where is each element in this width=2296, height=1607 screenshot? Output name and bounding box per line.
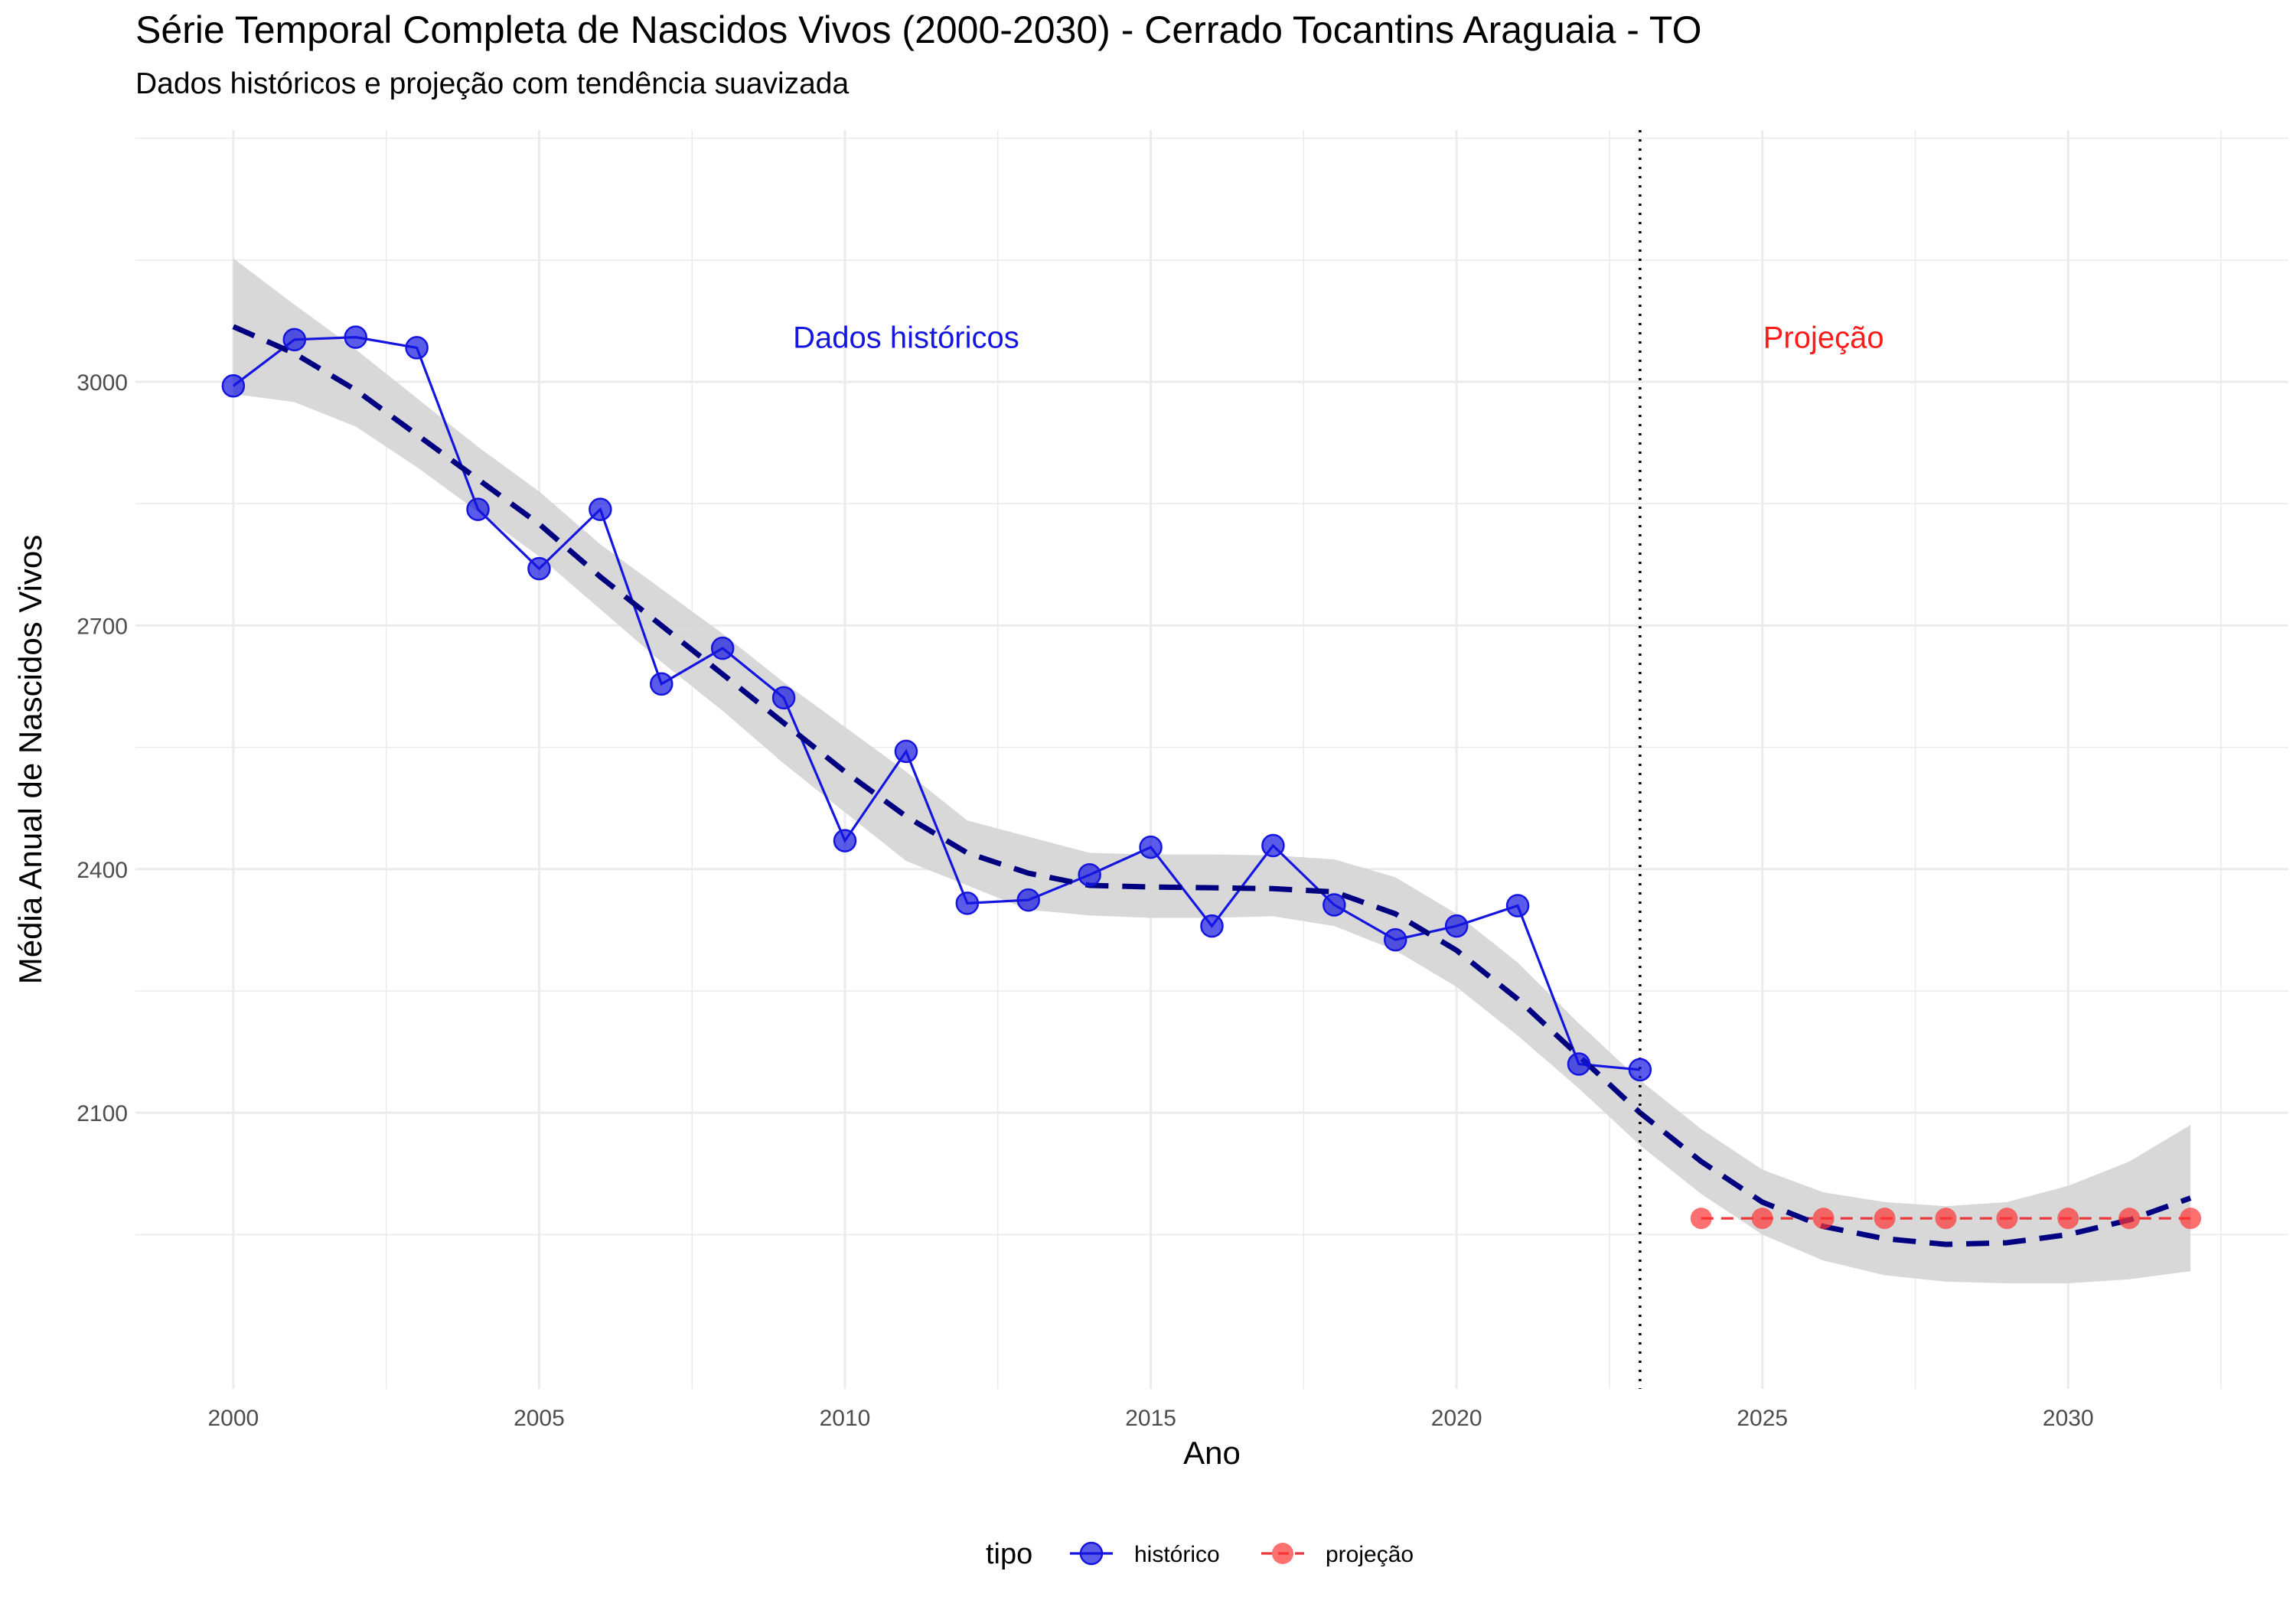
historico-point xyxy=(221,374,246,398)
x-tick-label: 2015 xyxy=(1125,1406,1176,1431)
historico-point xyxy=(1139,835,1163,859)
x-tick-label: 2010 xyxy=(820,1406,871,1431)
legend-item-label: projeção xyxy=(1326,1542,1414,1567)
legend-item-label: histórico xyxy=(1134,1542,1220,1567)
historico-point xyxy=(650,672,673,696)
y-tick-label: 2400 xyxy=(77,858,128,883)
projecao-point xyxy=(1812,1208,1835,1230)
historico-point xyxy=(1261,833,1285,858)
projecao-point xyxy=(1751,1208,1773,1230)
historico-point xyxy=(282,328,307,352)
historico-point xyxy=(1567,1052,1591,1076)
series-line-layer xyxy=(232,324,2192,1247)
historico-point xyxy=(1016,888,1041,912)
legend-key-point xyxy=(1079,1541,1104,1566)
historico-point xyxy=(589,497,612,521)
historico-point xyxy=(466,497,490,521)
annotation-label: Projeção xyxy=(1763,321,1884,355)
y-tick-label: 3000 xyxy=(77,370,128,396)
x-axis-title: Ano xyxy=(1183,1435,1241,1471)
grid-layer xyxy=(135,130,2288,1389)
x-tick-label: 2025 xyxy=(1737,1406,1788,1431)
legend: tipo histórico projeção xyxy=(986,1538,1414,1570)
annotation-layer: Dados históricos Projeção xyxy=(793,321,1884,355)
historico-point xyxy=(955,892,980,915)
historico-point xyxy=(405,336,429,360)
annotation-label: Dados históricos xyxy=(793,321,1019,355)
x-tick-label: 2005 xyxy=(514,1406,565,1431)
historico-point xyxy=(527,556,551,581)
projecao-point xyxy=(2180,1208,2202,1230)
historico-point xyxy=(1383,927,1407,952)
y-tick-label: 2100 xyxy=(77,1101,128,1126)
historico-point xyxy=(344,325,367,349)
historico-point xyxy=(833,829,857,852)
historico-point xyxy=(1200,914,1224,938)
series-point-layer xyxy=(221,325,2202,1230)
historico-point xyxy=(710,636,735,660)
projecao-point xyxy=(1874,1208,1896,1230)
x-tick-label: 2030 xyxy=(2043,1406,2094,1431)
legend-key-point xyxy=(1272,1543,1293,1564)
historico-point xyxy=(1078,862,1101,887)
projecao-point xyxy=(1996,1208,2018,1230)
chart-subtitle: Dados históricos e projeção com tendênci… xyxy=(135,67,850,100)
confidence-ribbon xyxy=(233,258,2191,1284)
historico-point xyxy=(1444,914,1469,938)
projecao-point xyxy=(2118,1208,2141,1230)
historico-point xyxy=(1322,893,1346,917)
projecao-point xyxy=(1935,1208,1957,1230)
x-tick-label: 2020 xyxy=(1431,1406,1482,1431)
legend-title: tipo xyxy=(986,1538,1032,1570)
projecao-point xyxy=(1690,1208,1712,1230)
projecao-point xyxy=(2057,1208,2079,1230)
y-tick-label: 2700 xyxy=(77,614,128,639)
historico-point xyxy=(1505,894,1530,918)
historico-point xyxy=(894,739,918,764)
trend-line xyxy=(232,324,2192,1247)
historico-point xyxy=(771,686,796,710)
y-axis-title: Média Anual de Nascidos Vivos xyxy=(12,535,48,985)
historico-point xyxy=(1628,1058,1652,1082)
confidence-ribbon-layer xyxy=(233,258,2191,1284)
axis-layer: 2000 2005 2010 2015 2020 2025 2030 2100 2400 2700… xyxy=(12,370,2094,1471)
x-tick-label: 2000 xyxy=(207,1406,259,1431)
chart-title: Série Temporal Completa de Nascidos Vivo… xyxy=(135,8,1702,51)
